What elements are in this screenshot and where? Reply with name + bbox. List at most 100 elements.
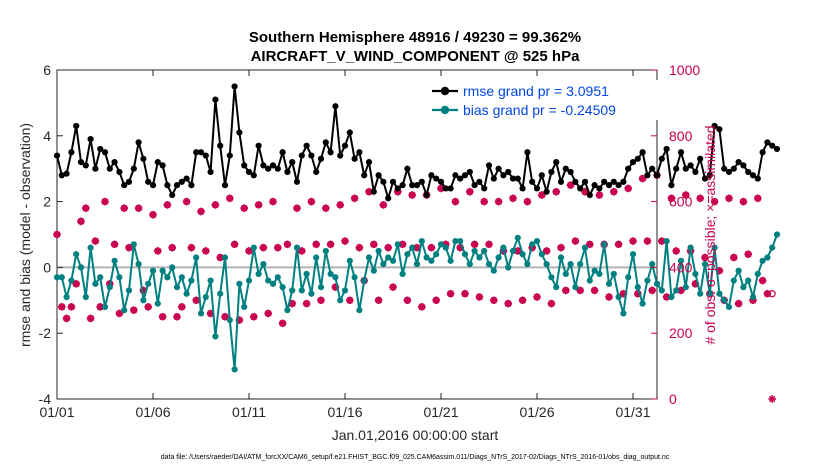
obs-assimilated-point [389,283,397,291]
bias-point [740,284,747,291]
bias-point [754,270,761,278]
bias-point [370,267,377,274]
rmse-point [346,129,353,136]
obs-assimilated-point [77,217,85,226]
bias-point [212,333,219,340]
bias-point [97,274,104,281]
obs-assimilated-point [557,243,565,252]
rmse-point [668,182,675,189]
obs-assimilated-point [254,201,263,209]
bias-point [562,270,569,278]
obs-assimilated-point [701,253,709,262]
obs-assimilated-point [576,286,584,295]
bias-point [586,277,593,284]
bias-point [745,277,752,284]
bias-point [111,257,118,264]
bias-point [577,261,584,268]
bias-series [53,231,781,373]
bias-point [735,267,742,274]
rmse-point [557,178,565,185]
obs-assimilated-point [298,247,306,255]
x-tick-label: 01/01 [39,404,74,420]
bias-point [572,284,579,291]
x-axis-label: Jan.01,2016 00:00:00 start [332,427,499,443]
legend-box [428,80,658,120]
x-tick-label: 01/16 [327,404,362,420]
bias-point [759,257,766,264]
obs-assimilated-point [202,247,210,255]
bias-point [221,254,229,261]
bias-point [442,244,449,251]
obs-assimilated-point [168,243,176,252]
obs-assimilated-point [466,187,474,196]
bias-point [207,277,214,284]
rmse-point [601,178,608,185]
bias-point [677,257,685,264]
rmse-point [197,149,205,156]
y-tick-label: 4 [43,128,51,144]
bias-point [169,264,176,271]
rmse-point [53,152,61,159]
obs-assimilated-point [226,194,234,203]
bias-point [284,307,291,314]
bias-point [452,237,459,245]
y-tick-label: 0 [43,259,51,275]
rmse-point [303,142,310,149]
rmse-point [289,159,296,166]
obs-assimilated-point [192,296,200,305]
bias-point [68,277,75,284]
rmse-point [639,149,646,156]
rmse-point [572,178,579,185]
y-tick-label: 2 [43,194,51,210]
rmse-point [58,172,65,179]
bias-point [274,274,281,281]
obs-assimilated-point [730,253,738,262]
obs-assimilated-point [566,181,575,189]
rmse-point [202,152,209,159]
rmse-point [529,178,536,185]
bias-point [73,251,80,258]
bias-point [557,254,565,261]
rmse-point [629,159,637,166]
bias-point [509,247,517,255]
rmse-point [649,165,656,172]
bias-point [433,251,440,258]
rmse-point [351,155,358,162]
rmse-point [745,168,752,176]
obs-assimilated-point [317,296,325,305]
bias-point [625,274,632,281]
bias-point [706,290,713,297]
rmse-point [341,142,349,149]
obs-assimilated-point [451,197,460,206]
obs-assimilated-point [490,296,498,305]
rmse-point [121,182,128,189]
rmse-point [457,175,464,182]
rmse-point [658,155,665,162]
rmse-point [577,185,584,192]
bias-point [769,244,776,251]
obs-assimilated-point [696,194,704,203]
obs-assimilated-point [624,184,632,193]
rmse-point [221,182,229,189]
bias-point [485,261,493,268]
rmse-point [97,145,104,153]
obs-assimilated-point [638,174,647,183]
rmse-point [625,165,632,172]
y-right-tick-label: 400 [669,259,693,275]
bias-point [140,297,147,304]
rmse-point [697,155,704,162]
rmse-point [231,83,238,90]
rmse-point [274,165,281,172]
bias-point [605,280,613,287]
obs-assimilated-point [322,204,330,212]
obs-assimilated-point [504,299,512,308]
rmse-point [154,159,161,166]
x-axis: 01/01 01/06 01/11 01/16 01/21 01/26 01/31 [39,70,651,420]
y-axis-right-label: # of obs: o=possible; ×=assimilated [702,125,718,344]
obs-assimilated-point [355,243,364,252]
rmse-point [447,185,454,192]
rmse-point [620,178,627,185]
y-right-tick-label: 200 [669,325,693,341]
rmse-point [404,165,411,172]
chart-title: Southern Hemisphere 48916 / 49230 = 99.3… [249,29,581,46]
